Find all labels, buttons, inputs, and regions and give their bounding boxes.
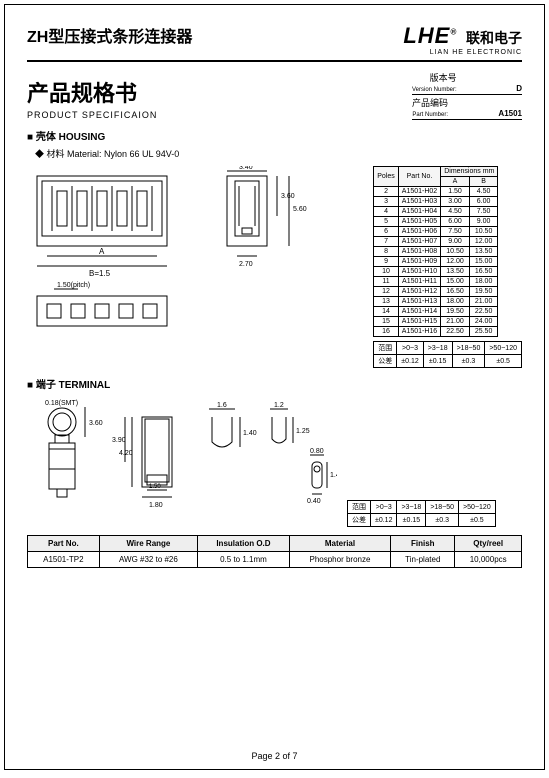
title-en: PRODUCT SPECIFICAION <box>27 110 157 120</box>
housing-tolerance-table: 范围>0~3>3~18>18~50>50~120公差±0.12±0.15±0.3… <box>373 341 522 368</box>
table-row: 7A1501-H079.0012.00 <box>374 237 498 247</box>
terminal-area: 3.60 0.18(SMT) 4.20 3.90 1.80 1.50 1.6 1… <box>27 397 522 527</box>
logo: LHE® <box>403 23 457 49</box>
housing-material: ◆ 材料 Material: Nylon 66 UL 94V-0 <box>35 147 522 160</box>
terminal-section-header: ■ 端子 TERMINAL <box>27 376 522 391</box>
svg-text:1.25: 1.25 <box>296 428 310 435</box>
part-value: A1501 <box>498 109 522 118</box>
terminal-spec-table: Part No.Wire RangeInsulation O.DMaterial… <box>27 535 522 568</box>
svg-text:3.90: 3.90 <box>112 437 126 444</box>
svg-text:1.2: 1.2 <box>274 402 284 409</box>
table-row: 12A1501-H1216.5019.50 <box>374 287 498 297</box>
page-number: Page 2 of 7 <box>5 751 544 761</box>
table-row: 2A1501-H021.504.50 <box>374 187 498 197</box>
svg-text:1.80: 1.80 <box>149 502 163 509</box>
svg-text:5.60: 5.60 <box>293 206 307 213</box>
svg-text:1.50: 1.50 <box>149 484 161 490</box>
company-name-en: LIAN HE ELECTRONIC <box>403 49 522 56</box>
svg-text:1.40: 1.40 <box>243 430 257 437</box>
table-row: 6A1501-H067.5010.50 <box>374 227 498 237</box>
version-value: D <box>516 84 522 93</box>
table-row: 16A1501-H1622.5025.50 <box>374 327 498 337</box>
svg-text:0.80: 0.80 <box>310 448 324 455</box>
terminal-tolerance-wrap: 范围>0~3>3~18>18~50>50~120公差±0.12±0.15±0.3… <box>347 496 496 527</box>
company-name-cn: 联和电子 <box>466 28 522 48</box>
table-row: 11A1501-H1115.0018.00 <box>374 277 498 287</box>
svg-text:3.60: 3.60 <box>281 193 295 200</box>
housing-drawing-svg: A B=1.5 3.40 3.60 5.60 2.70 1.50(pitch) <box>27 166 327 346</box>
svg-text:A: A <box>99 247 105 256</box>
housing-drawings: A B=1.5 3.40 3.60 5.60 2.70 1.50(pitch) <box>27 166 365 346</box>
housing-area: A B=1.5 3.40 3.60 5.60 2.70 1.50(pitch) <box>27 166 522 368</box>
doc-type-title: ZH型压接式条形连接器 <box>27 23 192 47</box>
title-cn: 产品规格书 <box>27 76 157 108</box>
table-row: 3A1501-H033.006.00 <box>374 197 498 207</box>
terminal-drawing-svg: 3.60 0.18(SMT) 4.20 3.90 1.80 1.50 1.6 1… <box>27 397 337 527</box>
svg-text:2.70: 2.70 <box>239 261 253 268</box>
table-row: 4A1501-H044.507.50 <box>374 207 498 217</box>
svg-text:1.40: 1.40 <box>330 472 337 479</box>
svg-text:1.50(pitch): 1.50(pitch) <box>57 282 90 289</box>
housing-section-header: ■ 壳体 HOUSING <box>27 128 522 143</box>
table-row: 10A1501-H1013.5016.50 <box>374 267 498 277</box>
table-row: 9A1501-H0912.0015.00 <box>374 257 498 267</box>
svg-text:3.40: 3.40 <box>239 166 253 171</box>
svg-text:B=1.5: B=1.5 <box>89 269 111 278</box>
table-row: 13A1501-H1318.0021.00 <box>374 297 498 307</box>
meta-block: 版本号Version Number: D 产品编码Part Number: A1… <box>412 70 522 120</box>
svg-text:0.40: 0.40 <box>307 498 321 505</box>
table-row: 5A1501-H056.009.00 <box>374 217 498 227</box>
table-row: 15A1501-H1521.0024.00 <box>374 317 498 327</box>
page-container: ZH型压接式条形连接器 LHE® 联和电子 LIAN HE ELECTRONIC… <box>4 4 545 770</box>
table-row: 8A1501-H0810.5013.50 <box>374 247 498 257</box>
dimensions-table: PolesPart No.Dimensions mm AB 2A1501-H02… <box>373 166 498 337</box>
housing-tables: PolesPart No.Dimensions mm AB 2A1501-H02… <box>373 166 522 368</box>
title-block: 产品规格书 PRODUCT SPECIFICAION <box>27 76 157 120</box>
header: ZH型压接式条形连接器 LHE® 联和电子 LIAN HE ELECTRONIC <box>27 23 522 62</box>
svg-text:1.6: 1.6 <box>217 402 227 409</box>
svg-text:3.60: 3.60 <box>89 420 103 427</box>
table-row: 14A1501-H1419.5022.50 <box>374 307 498 317</box>
company-block: LHE® 联和电子 LIAN HE ELECTRONIC <box>403 23 522 56</box>
svg-text:0.18(SMT): 0.18(SMT) <box>45 400 78 407</box>
terminal-tolerance-table: 范围>0~3>3~18>18~50>50~120公差±0.12±0.15±0.3… <box>347 500 496 527</box>
title-row: 产品规格书 PRODUCT SPECIFICAION 版本号Version Nu… <box>27 70 522 120</box>
svg-text:4.20: 4.20 <box>119 450 133 457</box>
